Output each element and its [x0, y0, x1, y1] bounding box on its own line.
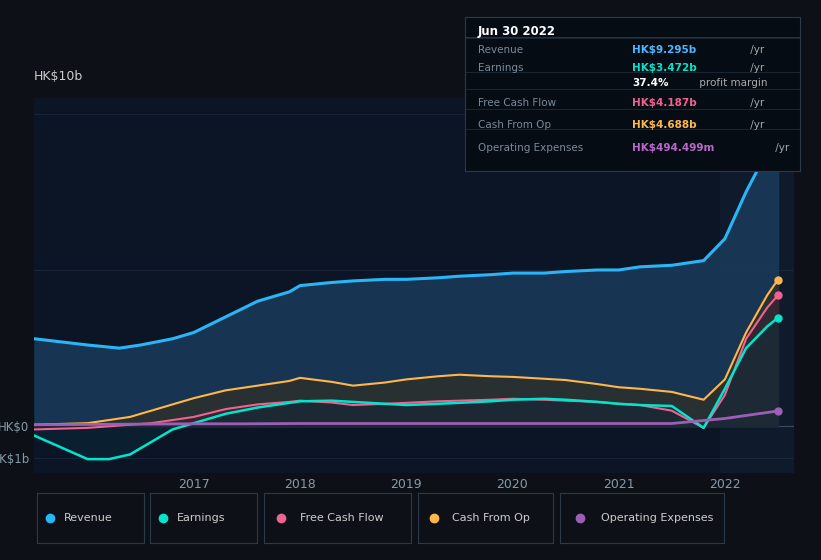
- Text: Free Cash Flow: Free Cash Flow: [478, 99, 556, 109]
- Text: Revenue: Revenue: [478, 45, 523, 54]
- Text: profit margin: profit margin: [696, 78, 768, 88]
- Text: HK$9.295b: HK$9.295b: [632, 45, 696, 54]
- Text: Free Cash Flow: Free Cash Flow: [300, 513, 384, 523]
- Text: Earnings: Earnings: [177, 513, 226, 523]
- Text: Cash From Op: Cash From Op: [452, 513, 530, 523]
- Text: /yr: /yr: [773, 143, 790, 153]
- Text: HK$10b: HK$10b: [34, 70, 83, 83]
- Text: Revenue: Revenue: [64, 513, 112, 523]
- Text: /yr: /yr: [747, 45, 764, 54]
- Text: HK$494.499m: HK$494.499m: [632, 143, 714, 153]
- Text: HK$4.688b: HK$4.688b: [632, 120, 697, 130]
- Text: Operating Expenses: Operating Expenses: [601, 513, 713, 523]
- Text: /yr: /yr: [747, 63, 764, 73]
- Text: Operating Expenses: Operating Expenses: [478, 143, 584, 153]
- Text: /yr: /yr: [747, 99, 764, 109]
- Text: HK$4.187b: HK$4.187b: [632, 99, 697, 109]
- Bar: [719, 98, 794, 473]
- Text: Jun 30 2022: Jun 30 2022: [478, 25, 556, 38]
- Text: /yr: /yr: [747, 120, 764, 130]
- Text: Earnings: Earnings: [478, 63, 524, 73]
- Text: HK$3.472b: HK$3.472b: [632, 63, 697, 73]
- Text: 37.4%: 37.4%: [632, 78, 668, 88]
- Text: Cash From Op: Cash From Op: [478, 120, 551, 130]
